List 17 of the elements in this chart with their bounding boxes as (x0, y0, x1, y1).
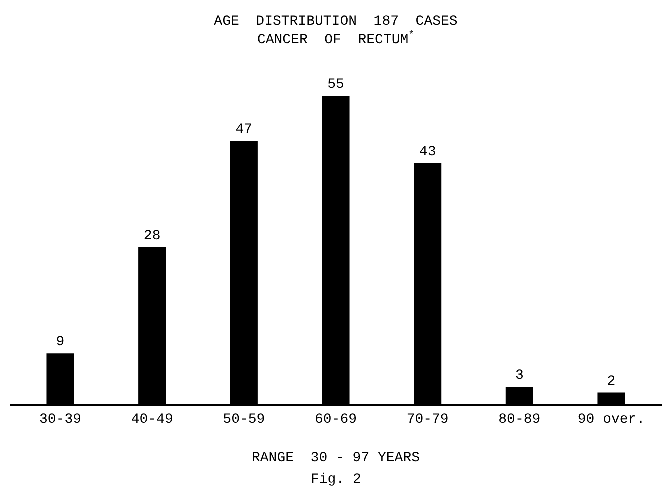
data-label: 2 (607, 374, 616, 390)
x-axis-title: RANGE 30 - 97 YEARS (252, 450, 420, 467)
data-label: 55 (328, 77, 344, 94)
data-label: 43 (419, 144, 436, 160)
x-tick-label: 90 over. (578, 412, 646, 428)
x-tick-label: 50-59 (223, 412, 266, 428)
x-tick-label: 80-89 (498, 412, 541, 428)
caption: Fig. 2 (311, 472, 362, 488)
data-label: 47 (236, 122, 253, 138)
x-tick-label: 30-39 (40, 412, 82, 428)
x-tick-label: 70-79 (406, 412, 449, 428)
x-tick-label: 40-49 (131, 412, 174, 428)
data-label: 9 (56, 334, 65, 351)
chart-title: AGE DISTRIBUTION 187 CASES CANCER OF RECTUM$^{*}$ (214, 14, 458, 48)
data-label: 28 (144, 228, 161, 244)
x-tick-label: 60-69 (314, 412, 358, 428)
data-label: 3 (515, 368, 524, 384)
